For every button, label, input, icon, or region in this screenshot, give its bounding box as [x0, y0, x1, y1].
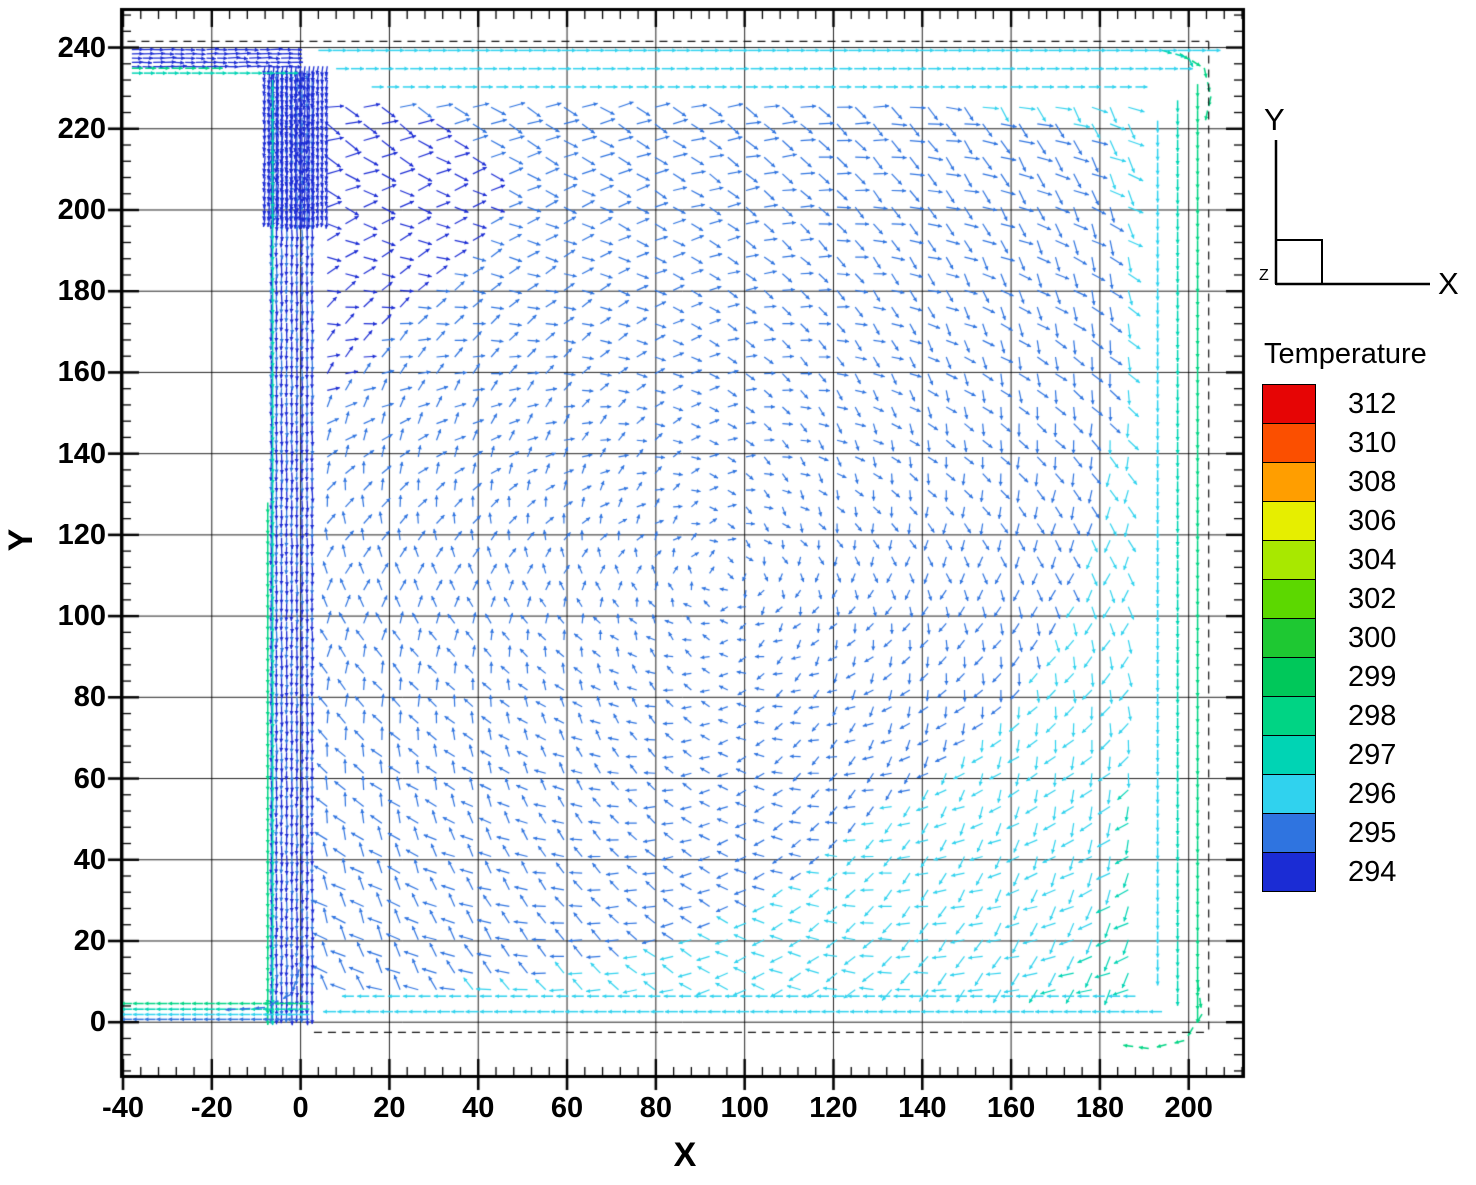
- y-tick-label: 220: [57, 112, 106, 145]
- legend-color-swatch: [1262, 579, 1316, 619]
- orientation-z-label: Z: [1259, 267, 1269, 284]
- legend-color-swatch: [1262, 813, 1316, 853]
- orientation-z-plane-box: [1275, 239, 1323, 285]
- x-tick-label: -20: [190, 1092, 233, 1124]
- legend-tick-label: 298: [1348, 699, 1397, 732]
- legend-color-scale: 312 310 308 306 304 302 300 299 298 297 296 295 294: [1262, 384, 1476, 892]
- legend-level-row: 304: [1262, 540, 1476, 580]
- orientation-x-label: X: [1438, 266, 1459, 301]
- x-tick-label: 60: [550, 1092, 584, 1124]
- legend-tick-label: 299: [1348, 660, 1397, 693]
- legend-tick-label: 296: [1348, 777, 1397, 810]
- legend-level-row: 295: [1262, 813, 1476, 853]
- x-tick-label: 180: [1075, 1092, 1125, 1124]
- y-tick-label: 0: [89, 1006, 106, 1039]
- x-tick-label: 80: [639, 1092, 672, 1124]
- legend-level-row: 300: [1262, 618, 1476, 658]
- legend-level-row: 308: [1262, 462, 1476, 502]
- legend-level-row: 296: [1262, 774, 1476, 814]
- y-tick-label: 40: [73, 843, 106, 876]
- legend-tick-label: 295: [1348, 816, 1397, 849]
- legend-tick-label: 297: [1348, 738, 1397, 771]
- legend-color-swatch: [1262, 384, 1316, 424]
- y-tick-label: 80: [73, 681, 106, 714]
- legend-color-swatch: [1262, 462, 1316, 502]
- x-tick-label: 100: [720, 1092, 769, 1124]
- temperature-legend: Temperature 312 310 308 306 304 302 300 299 298 2…: [1262, 338, 1476, 892]
- legend-tick-label: 308: [1348, 465, 1397, 498]
- legend-color-swatch: [1262, 774, 1316, 814]
- y-tick-label: 240: [57, 31, 106, 64]
- legend-level-row: 306: [1262, 501, 1476, 541]
- legend-color-swatch: [1262, 735, 1316, 775]
- x-tick-label: 40: [462, 1092, 495, 1124]
- legend-color-swatch: [1262, 423, 1316, 463]
- legend-tick-label: 304: [1348, 543, 1397, 576]
- legend-title: Temperature: [1264, 338, 1427, 370]
- x-tick-label: 140: [898, 1092, 947, 1124]
- y-tick-label: 20: [73, 924, 106, 957]
- legend-tick-label: 310: [1348, 426, 1397, 459]
- legend-tick-label: 294: [1348, 855, 1397, 888]
- legend-level-row: 312: [1262, 384, 1476, 424]
- y-tick-label: 60: [73, 762, 106, 795]
- legend-color-swatch: [1262, 696, 1316, 736]
- orientation-y-label: Y: [1264, 102, 1285, 137]
- x-tick-label: 160: [986, 1092, 1036, 1124]
- legend-level-row: 294: [1262, 852, 1476, 892]
- x-tick-label: 0: [292, 1092, 309, 1124]
- legend-level-row: 310: [1262, 423, 1476, 463]
- y-axis-title: Y: [2, 528, 40, 552]
- legend-level-row: 299: [1262, 657, 1476, 697]
- x-tick-label: 120: [809, 1092, 858, 1124]
- axis-orientation-indicator: Y Z X: [1259, 102, 1459, 301]
- x-tick-label: 200: [1164, 1092, 1213, 1124]
- y-tick-label: 120: [57, 518, 106, 551]
- y-tick-label: 160: [57, 356, 106, 389]
- x-axis-title: X: [673, 1136, 697, 1174]
- y-tick-label: 200: [57, 193, 106, 226]
- legend-color-swatch: [1262, 540, 1316, 580]
- legend-color-swatch: [1262, 618, 1316, 658]
- legend-color-swatch: [1262, 501, 1316, 541]
- x-tick-label: 20: [373, 1092, 406, 1124]
- legend-tick-label: 312: [1348, 387, 1397, 420]
- legend-level-row: 297: [1262, 735, 1476, 775]
- y-tick-label: 180: [57, 275, 106, 308]
- legend-color-swatch: [1262, 852, 1316, 892]
- x-tick-label: -40: [102, 1092, 144, 1124]
- y-tick-label: 140: [57, 437, 106, 470]
- y-tick-label: 100: [57, 600, 106, 633]
- legend-level-row: 302: [1262, 579, 1476, 619]
- legend-level-row: 298: [1262, 696, 1476, 736]
- legend-tick-label: 306: [1348, 504, 1397, 537]
- legend-color-swatch: [1262, 657, 1316, 697]
- legend-tick-label: 300: [1348, 621, 1397, 654]
- legend-tick-label: 302: [1348, 582, 1397, 615]
